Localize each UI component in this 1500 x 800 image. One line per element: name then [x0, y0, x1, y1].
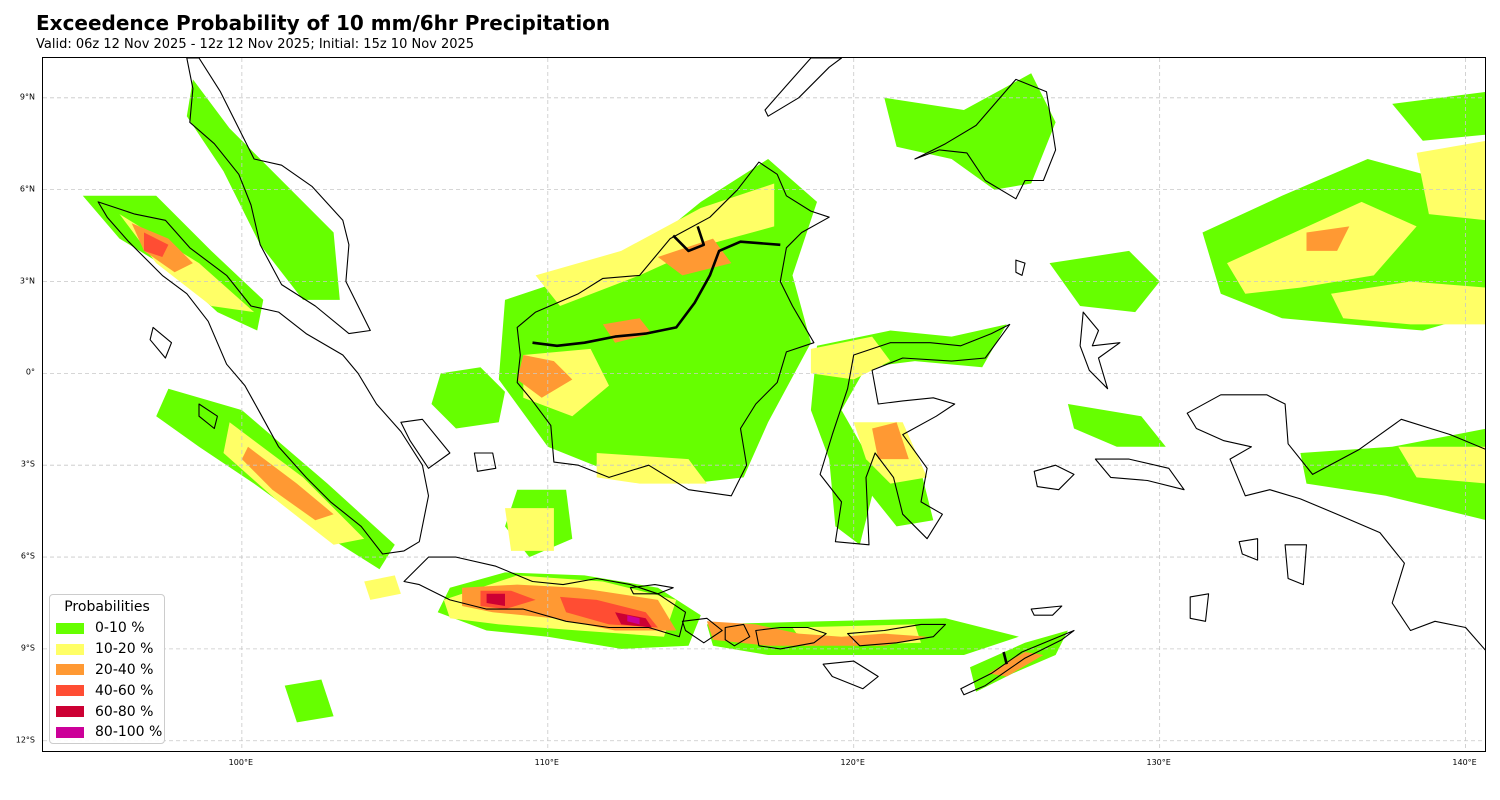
- lon-tick-label: 100°E: [229, 758, 253, 767]
- lat-tick-label: 9°S: [21, 643, 35, 652]
- legend-item: 20-40 %: [56, 660, 158, 681]
- map-frame[interactable]: [42, 57, 1486, 752]
- lat-tick-label: 6°N: [20, 184, 35, 193]
- coastline-sangihe: [1016, 260, 1025, 275]
- lon-tick-label: 140°E: [1452, 758, 1476, 767]
- lon-tick-label: 130°E: [1146, 758, 1170, 767]
- legend-items: 0-10 % 10-20 % 20-40 % 40-60 % 60-80 % 80-100…: [56, 618, 158, 743]
- legend-swatch: [56, 706, 84, 717]
- legend-swatch: [56, 664, 84, 675]
- legend-title: Probabilities: [56, 599, 158, 615]
- coastline-seram: [1095, 459, 1184, 490]
- legend-item: 40-60 %: [56, 680, 158, 701]
- lat-tick-label: 3°N: [20, 276, 35, 285]
- legend-swatch: [56, 685, 84, 696]
- legend-label: 10-20 %: [95, 641, 153, 657]
- lat-tick-label: 12°S: [16, 735, 35, 744]
- lat-tick-label: 0°: [26, 368, 35, 377]
- coastline-halmahera: [1080, 312, 1120, 389]
- coastline-new-guinea: [1187, 395, 1486, 652]
- precip-area-p10-20-31: [364, 575, 401, 600]
- lon-tick-label: 110°E: [535, 758, 559, 767]
- coastline-aru: [1285, 545, 1306, 585]
- legend-swatch: [56, 623, 84, 634]
- precip-area-p0-10-16: [285, 680, 334, 723]
- legend-item: 0-10 %: [56, 618, 158, 639]
- coastline-wetar: [1031, 606, 1062, 615]
- coastline-buru: [1034, 465, 1074, 490]
- precip-area-p0-10-13: [1392, 92, 1486, 141]
- legend-swatch: [56, 644, 84, 655]
- legend-label: 20-40 %: [95, 662, 153, 678]
- legend-item: 80-100 %: [56, 722, 158, 743]
- lat-tick-label: 3°S: [21, 460, 35, 469]
- coastline-tanimbar: [1190, 594, 1208, 622]
- legend-label: 60-80 %: [95, 704, 153, 720]
- legend-item: 60-80 %: [56, 701, 158, 722]
- lat-tick-label: 6°S: [21, 552, 35, 561]
- precip-area-p0-10-7: [432, 367, 506, 428]
- legend: Probabilities 0-10 % 10-20 % 20-40 % 40-60 …: [49, 594, 165, 744]
- legend-item: 10-20 %: [56, 639, 158, 660]
- precip-area-p0-10-10: [884, 73, 1055, 189]
- chart-subtitle: Valid: 06z 12 Nov 2025 - 12z 12 Nov 2025…: [36, 37, 474, 52]
- lon-tick-label: 120°E: [841, 758, 865, 767]
- coastline-belitung: [474, 453, 495, 471]
- map-canvas[interactable]: [43, 58, 1486, 752]
- legend-label: 40-60 %: [95, 683, 153, 699]
- legend-swatch: [56, 727, 84, 738]
- legend-label: 80-100 %: [95, 724, 162, 740]
- precip-area-p0-10-14: [1068, 404, 1166, 447]
- coastline-sumba: [823, 661, 878, 689]
- precipitation-layer: [83, 73, 1486, 722]
- coastline-nias: [150, 327, 171, 358]
- legend-label: 0-10 %: [95, 620, 145, 636]
- coastline-palawan: [765, 58, 842, 116]
- precip-area-p10-20-22: [505, 508, 554, 551]
- lat-tick-label: 9°N: [20, 92, 35, 101]
- chart-title: Exceedence Probability of 10 mm/6hr Prec…: [36, 11, 610, 35]
